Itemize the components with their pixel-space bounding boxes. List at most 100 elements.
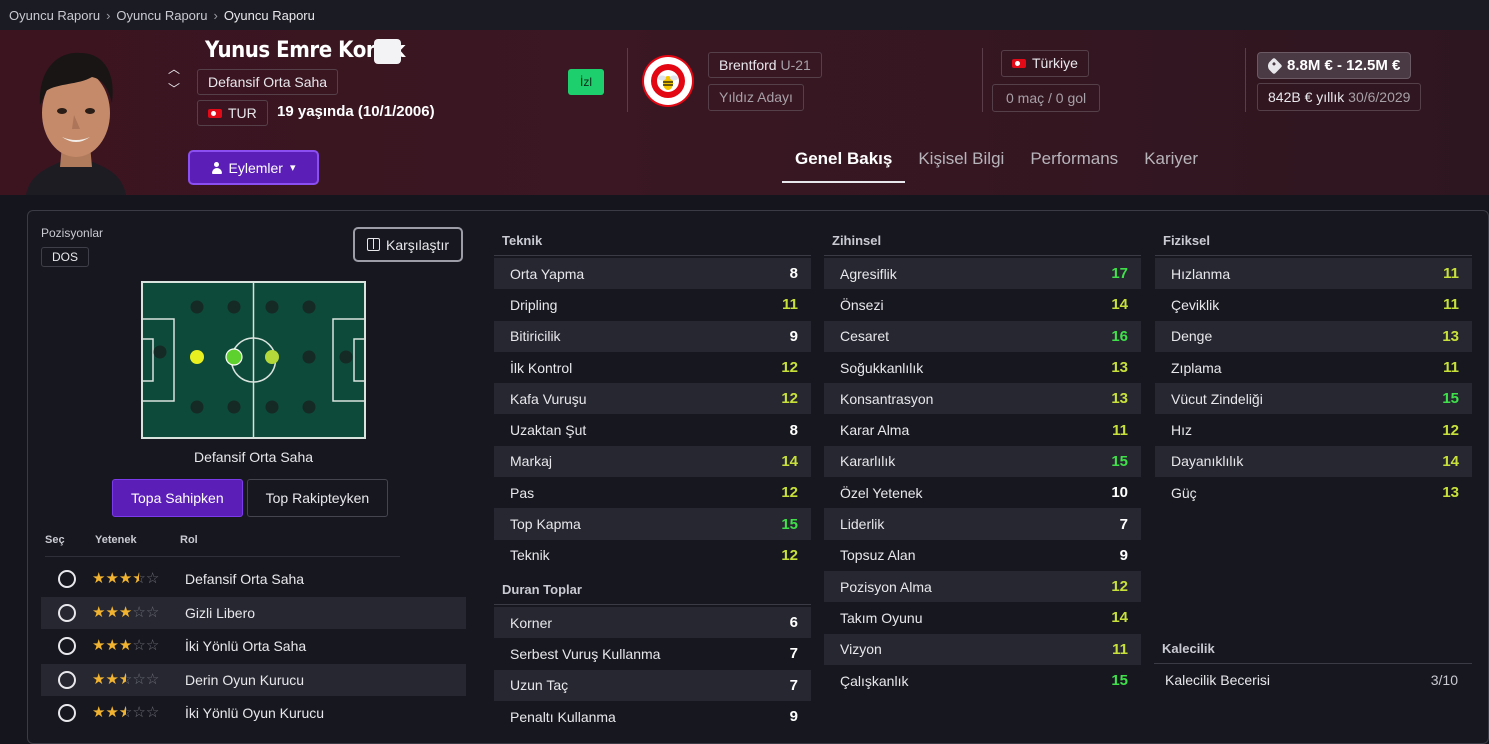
attribute-name: Korner bbox=[510, 614, 553, 631]
follow-button[interactable]: İzl bbox=[568, 69, 604, 95]
attribute-row: Pozisyon Alma 12 bbox=[824, 570, 1141, 603]
mental-column: Zihinsel Agresiflik 17 Önsezi 14 Cesaret 16 So… bbox=[824, 226, 1141, 696]
attribute-value: 11 bbox=[1443, 359, 1459, 377]
attribute-value: 11 bbox=[782, 296, 798, 314]
attribute-value: 12 bbox=[1442, 421, 1459, 439]
positions-column: Pozisyonlar DOS Karşılaştır Defansif Ort… bbox=[28, 211, 478, 744]
attribute-value: 14 bbox=[1111, 296, 1128, 314]
chevron-up-icon[interactable]: ︿ bbox=[167, 62, 180, 76]
attribute-name: Kararlılık bbox=[840, 453, 896, 470]
attribute-name: Agresiflik bbox=[840, 265, 897, 282]
star-icon: ☆ bbox=[132, 570, 145, 588]
attribute-row: Karar Alma 11 bbox=[824, 414, 1141, 445]
star-icon: ☆ bbox=[145, 603, 160, 621]
physical-column: Fiziksel Hızlanma 11 Çeviklik 11 Denge 13 Zıpl… bbox=[1155, 226, 1472, 508]
attribute-row: Top Kapma 15 bbox=[494, 508, 811, 540]
role-radio[interactable] bbox=[58, 570, 76, 588]
role-rating: ★★★☆☆ bbox=[92, 637, 159, 655]
country-name: Türkiye bbox=[1032, 55, 1078, 71]
attribute-name: Dripling bbox=[510, 296, 558, 313]
attribute-name: Zıplama bbox=[1171, 359, 1222, 376]
role-rating: ★★★☆☆ bbox=[92, 604, 159, 622]
country-chip[interactable]: Türkiye bbox=[1001, 50, 1089, 77]
tab-overview[interactable]: Genel Bakış bbox=[782, 142, 906, 183]
attribute-name: Kafa Vuruşu bbox=[510, 390, 587, 407]
position-caption: Defansif Orta Saha bbox=[193, 449, 314, 465]
role-radio[interactable] bbox=[58, 670, 76, 689]
attribute-value: 15 bbox=[1111, 452, 1128, 470]
role-name: İki Yönlü Oyun Kurucu bbox=[185, 705, 325, 721]
role-radio[interactable] bbox=[58, 637, 76, 655]
mental-list: Agresiflik 17 Önsezi 14 Cesaret 16 Soğukkanlıl… bbox=[824, 258, 1141, 696]
star-icon: ☆ bbox=[145, 570, 160, 587]
attribute-row: Vizyon 11 bbox=[824, 633, 1141, 665]
attribute-name: Bitiricilik bbox=[510, 328, 561, 345]
attribute-row: Liderlik 7 bbox=[824, 508, 1141, 540]
attribute-value: 9 bbox=[789, 327, 798, 345]
attribute-value: 16 bbox=[1111, 327, 1128, 345]
tab-performance[interactable]: Performans bbox=[1030, 149, 1119, 168]
goalkeeping-value: 3/10 bbox=[1430, 672, 1458, 688]
star-icon: ☆ bbox=[132, 670, 146, 688]
attribute-row: Takım Oyunu 14 bbox=[824, 602, 1141, 633]
attribute-name: Serbest Vuruş Kullanma bbox=[510, 645, 661, 662]
chevron-down-icon: ▾ bbox=[289, 162, 296, 174]
breadcrumb-item[interactable]: Oyuncu Raporu bbox=[116, 7, 208, 23]
attribute-row: İlk Kontrol 12 bbox=[494, 352, 811, 383]
tab-career[interactable]: Kariyer bbox=[1144, 149, 1199, 168]
nationality-chip: TUR bbox=[197, 100, 268, 126]
role-row[interactable]: ★★☆☆☆ İki Yönlü Oyun Kurucu bbox=[41, 697, 466, 729]
attribute-name: Konsantrasyon bbox=[840, 390, 934, 407]
nationality-code: TUR bbox=[228, 105, 257, 121]
attribute-row: Önsezi 14 bbox=[824, 289, 1141, 320]
club-chip[interactable]: Brentford U-21 bbox=[708, 52, 822, 78]
breadcrumb-item[interactable]: Oyuncu Raporu bbox=[9, 7, 101, 23]
player-header: ︿ ﹀ Yunus Emre Konak Defansif Orta Saha … bbox=[0, 30, 1489, 195]
star-icon: ★ bbox=[118, 603, 133, 621]
compare-label: Karşılaştır bbox=[385, 236, 449, 253]
attribute-name: Hız bbox=[1171, 422, 1192, 439]
star-icon: ☆ bbox=[132, 603, 146, 621]
role-row[interactable]: ★★★☆☆ Gizli Libero bbox=[41, 596, 466, 629]
technical-list: Orta Yapma 8 Dripling 11 Bitiricilik 9 İlk Kon… bbox=[494, 258, 811, 571]
phase-in-possession[interactable]: Topa Sahipken bbox=[112, 479, 243, 517]
attribute-row: Dayanıklılık 14 bbox=[1155, 445, 1472, 478]
actions-button[interactable]: Eylemler ▾ bbox=[188, 150, 319, 185]
phase-out-of-possession[interactable]: Top Rakipteyken bbox=[246, 479, 389, 517]
role-row[interactable]: ★★★☆☆ İki Yönlü Orta Saha bbox=[41, 630, 466, 662]
chevron-down-icon[interactable]: ﹀ bbox=[167, 82, 180, 96]
attribute-name: Pozisyon Alma bbox=[840, 578, 932, 595]
attribute-name: Top Kapma bbox=[510, 516, 581, 533]
role-radio[interactable] bbox=[58, 704, 76, 722]
person-icon bbox=[211, 161, 222, 174]
roles-header-ability: Yetenek bbox=[95, 534, 137, 546]
price-tag-icon bbox=[1265, 57, 1283, 74]
attribute-row: Zıplama 11 bbox=[1155, 352, 1472, 383]
star-icon: ★ bbox=[118, 637, 133, 654]
attribute-value: 12 bbox=[781, 359, 798, 377]
player-status: Yıldız Adayı bbox=[708, 84, 804, 111]
attribute-row: Uzun Taç 7 bbox=[494, 669, 811, 701]
compare-button[interactable]: Karşılaştır bbox=[353, 227, 463, 262]
star-icon: ★ bbox=[92, 603, 106, 621]
role-radio[interactable] bbox=[58, 603, 76, 622]
role-row[interactable]: ★★★☆☆Defansif Orta Saha bbox=[41, 563, 466, 595]
attribute-name: Takım Oyunu bbox=[840, 609, 923, 626]
shortlist-toggle[interactable] bbox=[374, 39, 401, 64]
value-chip: 8.8M € - 12.5M € bbox=[1257, 52, 1412, 79]
player-avatar bbox=[26, 52, 126, 195]
attribute-value: 13 bbox=[1442, 484, 1459, 502]
attribute-name: Çeviklik bbox=[1171, 296, 1220, 313]
attribute-name: Karar Alma bbox=[840, 422, 910, 439]
role-rating: ★★☆☆☆ bbox=[92, 671, 159, 689]
role-row[interactable]: ★★☆☆☆Derin Oyun Kurucu bbox=[41, 663, 466, 696]
star-icon: ★ bbox=[118, 570, 133, 587]
attribute-name: Önsezi bbox=[840, 296, 884, 313]
attribute-value: 8 bbox=[789, 265, 798, 283]
tab-personal[interactable]: Kişisel Bilgi bbox=[918, 149, 1005, 168]
attribute-row: Cesaret 16 bbox=[824, 320, 1141, 352]
star-icon: ★ bbox=[92, 670, 106, 688]
role-rating: ★★☆☆☆ bbox=[92, 704, 159, 722]
attribute-row: Konsantrasyon 13 bbox=[824, 383, 1141, 415]
attribute-value: 11 bbox=[1443, 296, 1459, 314]
